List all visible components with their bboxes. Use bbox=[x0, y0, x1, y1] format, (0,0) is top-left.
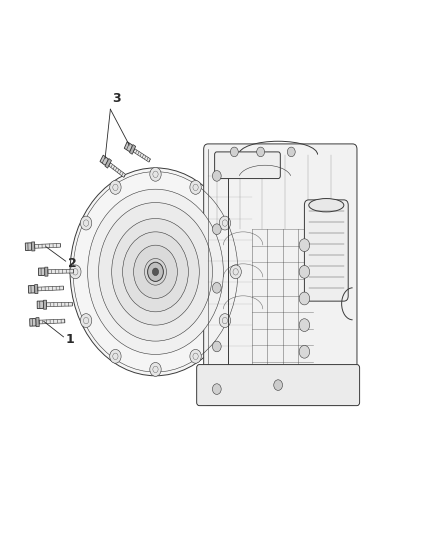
Polygon shape bbox=[124, 142, 132, 151]
Circle shape bbox=[148, 262, 163, 281]
Circle shape bbox=[219, 216, 230, 230]
Circle shape bbox=[150, 362, 161, 376]
Circle shape bbox=[274, 379, 283, 391]
Circle shape bbox=[190, 181, 201, 195]
Polygon shape bbox=[133, 149, 150, 162]
Circle shape bbox=[145, 259, 166, 285]
Polygon shape bbox=[105, 158, 112, 168]
Polygon shape bbox=[32, 242, 35, 251]
Circle shape bbox=[112, 219, 199, 325]
FancyBboxPatch shape bbox=[304, 200, 348, 301]
Circle shape bbox=[70, 168, 241, 376]
Polygon shape bbox=[100, 155, 108, 165]
Circle shape bbox=[212, 384, 221, 394]
Polygon shape bbox=[46, 302, 72, 306]
Polygon shape bbox=[130, 144, 136, 154]
Circle shape bbox=[299, 239, 310, 252]
Circle shape bbox=[257, 147, 265, 157]
Polygon shape bbox=[45, 267, 48, 276]
Polygon shape bbox=[36, 318, 39, 327]
Circle shape bbox=[88, 189, 223, 354]
Circle shape bbox=[134, 245, 177, 298]
Text: 1: 1 bbox=[66, 333, 74, 346]
Circle shape bbox=[152, 268, 159, 276]
Circle shape bbox=[299, 292, 310, 305]
Polygon shape bbox=[37, 301, 43, 309]
Circle shape bbox=[212, 224, 221, 235]
Circle shape bbox=[190, 349, 201, 363]
Text: 2: 2 bbox=[68, 257, 77, 270]
Polygon shape bbox=[38, 286, 64, 291]
Circle shape bbox=[230, 147, 238, 157]
Text: 3: 3 bbox=[113, 92, 121, 105]
Polygon shape bbox=[39, 268, 45, 276]
Polygon shape bbox=[28, 286, 35, 293]
Circle shape bbox=[212, 171, 221, 181]
Circle shape bbox=[299, 345, 310, 358]
Circle shape bbox=[123, 232, 188, 312]
Circle shape bbox=[299, 265, 310, 278]
Polygon shape bbox=[30, 319, 36, 326]
FancyBboxPatch shape bbox=[215, 152, 280, 179]
Polygon shape bbox=[43, 300, 46, 309]
Ellipse shape bbox=[309, 198, 344, 212]
Circle shape bbox=[230, 265, 241, 279]
FancyBboxPatch shape bbox=[204, 144, 357, 405]
Circle shape bbox=[150, 167, 161, 181]
Polygon shape bbox=[39, 319, 65, 324]
Circle shape bbox=[99, 203, 212, 341]
FancyBboxPatch shape bbox=[197, 365, 360, 406]
Circle shape bbox=[70, 265, 81, 279]
Polygon shape bbox=[48, 269, 74, 273]
Circle shape bbox=[287, 147, 295, 157]
Polygon shape bbox=[35, 244, 60, 248]
Circle shape bbox=[212, 282, 221, 293]
Polygon shape bbox=[35, 285, 38, 294]
Circle shape bbox=[110, 349, 121, 363]
Circle shape bbox=[110, 181, 121, 195]
Circle shape bbox=[219, 313, 230, 327]
Polygon shape bbox=[109, 163, 125, 177]
Circle shape bbox=[81, 313, 92, 327]
Circle shape bbox=[299, 319, 310, 332]
Circle shape bbox=[81, 216, 92, 230]
Polygon shape bbox=[25, 243, 32, 251]
Circle shape bbox=[212, 341, 221, 352]
